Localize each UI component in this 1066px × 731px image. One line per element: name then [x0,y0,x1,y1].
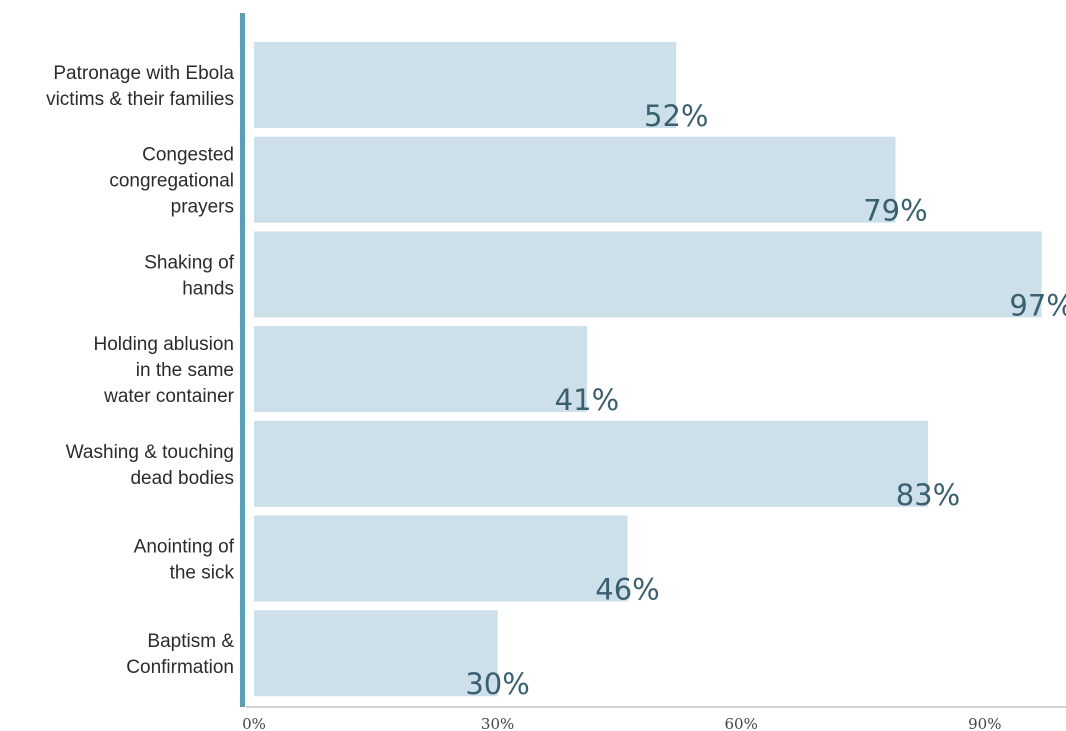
x-tick-label: 30% [481,715,514,731]
category-label: Baptism & Confirmation [126,631,234,678]
bar [254,610,498,697]
category-label: Shaking of hands [144,252,235,299]
bar [254,420,928,507]
value-labels-group: 52% 79% 97% 41% 83% 46% 30% [465,99,1066,701]
data-label: 46% [595,573,659,607]
category-label: Anointing of the sick [134,537,235,584]
x-tick-label: 0% [242,715,266,731]
data-label: 83% [896,478,960,512]
data-label: 41% [555,383,619,417]
category-label: Patronage with Ebola victims & their fami… [46,63,234,110]
bar [254,515,628,602]
category-label: Congested congregational prayers [109,145,234,218]
data-label: 97% [1009,288,1066,322]
category-labels-group: Patronage with Ebola victims & their fami… [46,63,235,678]
x-tick-labels-group: 0% 30% 60% 90% [242,715,1001,731]
bars-group [254,42,1042,697]
y-axis-line [240,13,245,707]
bar [254,136,896,223]
bar [254,326,587,413]
category-label: Holding ablusion in the same water contain… [94,334,235,407]
data-label: 79% [863,194,927,228]
data-label: 30% [465,667,529,701]
x-tick-label: 60% [725,715,758,731]
x-tick-label: 90% [968,715,1001,731]
bar [254,42,677,128]
bar [254,231,1042,318]
category-label: Washing & touching dead bodies [66,442,234,489]
data-label: 52% [644,99,708,133]
